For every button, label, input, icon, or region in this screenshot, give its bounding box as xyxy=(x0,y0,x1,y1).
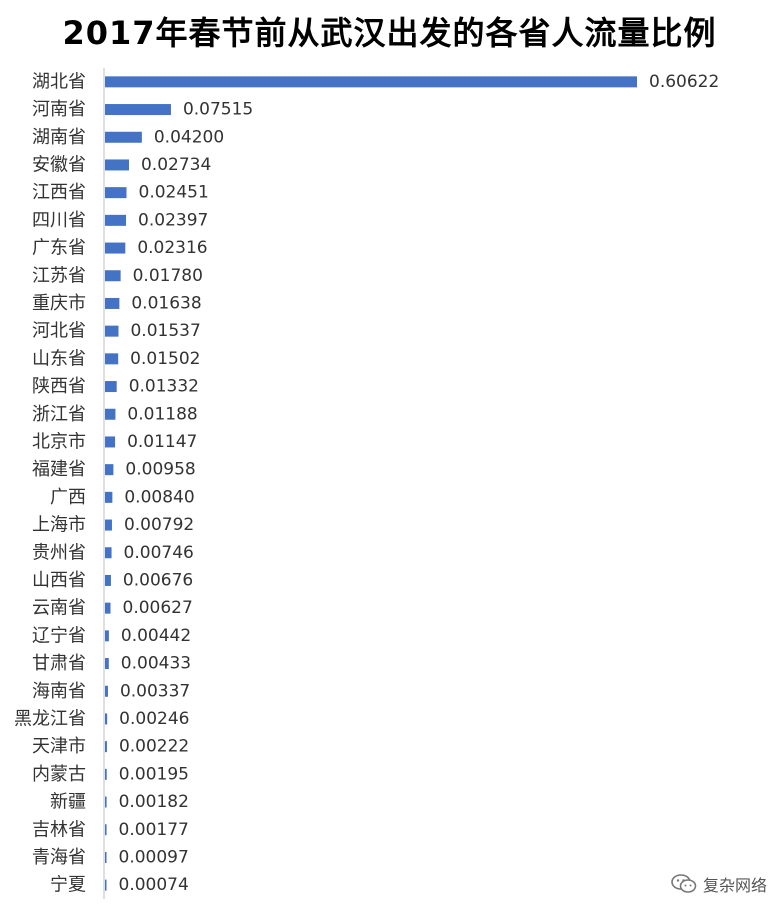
bar xyxy=(105,159,129,171)
bar xyxy=(105,574,111,586)
category-label: 山东省 xyxy=(32,348,86,369)
data-label: 0.00442 xyxy=(121,626,191,646)
bar xyxy=(105,297,120,309)
data-label: 0.02734 xyxy=(141,155,211,175)
category-label: 陕西省 xyxy=(32,376,86,397)
category-label: 江苏省 xyxy=(32,265,86,286)
category-label: 吉林省 xyxy=(32,819,86,840)
data-label: 0.00177 xyxy=(119,820,189,840)
category-label: 广西 xyxy=(50,487,86,508)
bar xyxy=(105,353,119,365)
bar xyxy=(105,519,112,531)
category-label: 上海市 xyxy=(32,515,86,536)
bar xyxy=(105,796,107,808)
category-label: 广东省 xyxy=(32,238,86,259)
data-label: 0.00840 xyxy=(124,487,194,507)
category-label: 山西省 xyxy=(32,570,86,591)
chart-title: 2017年春节前从武汉出发的各省人流量比例 xyxy=(62,14,717,52)
bar xyxy=(105,713,108,725)
data-label: 0.02451 xyxy=(139,183,209,203)
data-label: 0.00182 xyxy=(119,792,189,812)
data-label: 0.00958 xyxy=(125,460,195,480)
data-label: 0.01502 xyxy=(130,349,200,369)
bar xyxy=(105,685,108,697)
category-label: 贵州省 xyxy=(32,542,86,563)
category-label: 天津市 xyxy=(32,736,86,757)
data-label: 0.04200 xyxy=(154,127,224,147)
bar xyxy=(105,602,111,614)
data-label: 0.00676 xyxy=(123,570,193,590)
bar xyxy=(105,436,116,448)
category-label: 湖北省 xyxy=(32,71,86,92)
category-label: 甘肃省 xyxy=(32,653,86,674)
bar xyxy=(105,214,127,226)
category-label: 重庆市 xyxy=(32,293,86,314)
category-label: 云南省 xyxy=(32,598,86,619)
data-label: 0.01147 xyxy=(127,432,197,452)
data-label: 0.01780 xyxy=(133,266,203,286)
bar xyxy=(105,464,114,476)
data-label: 0.00097 xyxy=(119,847,189,867)
category-label: 福建省 xyxy=(32,459,86,480)
data-label: 0.01638 xyxy=(131,293,201,313)
bar xyxy=(105,325,119,337)
data-label: 0.00246 xyxy=(119,709,189,729)
data-label: 0.00433 xyxy=(121,654,191,674)
data-label: 0.00074 xyxy=(119,875,189,895)
data-label: 0.01332 xyxy=(129,377,199,397)
bar xyxy=(105,658,109,670)
data-label: 0.01188 xyxy=(127,404,197,424)
data-label: 0.02397 xyxy=(138,210,208,230)
category-label: 四川省 xyxy=(32,210,86,231)
wechat-icon xyxy=(671,874,697,893)
category-label: 宁夏 xyxy=(50,875,86,896)
data-label: 0.00222 xyxy=(119,737,189,757)
bar xyxy=(105,381,117,393)
category-label: 浙江省 xyxy=(32,404,86,425)
bar xyxy=(105,741,107,753)
category-label: 青海省 xyxy=(32,847,86,868)
category-label: 河南省 xyxy=(32,99,86,120)
category-label: 河北省 xyxy=(32,321,86,342)
category-label: 新疆 xyxy=(50,792,86,813)
category-label: 海南省 xyxy=(32,681,86,702)
bar xyxy=(105,768,107,780)
bar xyxy=(105,547,112,559)
bar xyxy=(105,879,107,891)
bar xyxy=(105,824,107,836)
data-label: 0.02316 xyxy=(137,238,207,258)
data-label: 0.00337 xyxy=(120,681,190,701)
category-label: 江西省 xyxy=(32,182,86,203)
bar xyxy=(105,187,127,199)
data-label: 0.00792 xyxy=(124,515,194,535)
category-label: 黑龙江省 xyxy=(14,708,86,729)
watermark-text: 复杂网络 xyxy=(702,876,767,895)
bar xyxy=(105,851,107,863)
bar xyxy=(105,491,113,503)
bar xyxy=(105,76,637,88)
watermark: 复杂网络 xyxy=(671,872,767,896)
bar xyxy=(105,408,116,420)
data-label: 0.01537 xyxy=(130,321,200,341)
category-label: 北京市 xyxy=(32,431,86,452)
category-label: 安徽省 xyxy=(32,154,86,175)
data-label: 0.00195 xyxy=(119,764,189,784)
bar xyxy=(105,630,109,642)
data-label: 0.00627 xyxy=(123,598,193,618)
bar xyxy=(105,270,121,282)
category-label: 湖南省 xyxy=(32,127,86,148)
data-label: 0.07515 xyxy=(183,100,253,120)
bar xyxy=(105,131,142,143)
data-label: 0.60622 xyxy=(649,72,719,92)
category-label: 辽宁省 xyxy=(32,625,86,646)
category-label: 内蒙古 xyxy=(32,764,86,785)
data-label: 0.00746 xyxy=(124,543,194,563)
bar xyxy=(105,104,171,116)
bar xyxy=(105,242,126,254)
